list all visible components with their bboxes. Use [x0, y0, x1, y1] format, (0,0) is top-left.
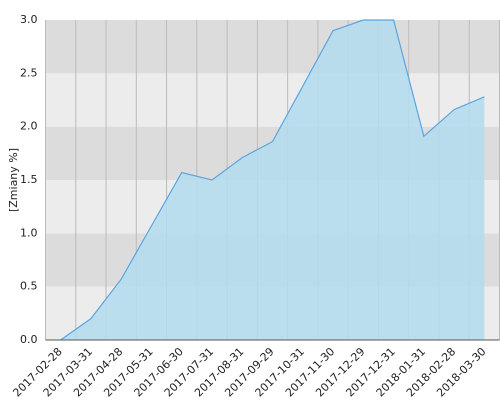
line — [60, 19, 485, 341]
y-tick-label: 0.0 — [20, 333, 38, 346]
y-tick-label: 3.0 — [20, 13, 38, 26]
y-tick-label: 2.0 — [20, 120, 38, 133]
area — [60, 20, 485, 340]
y-tick-label: 1.0 — [20, 226, 38, 239]
grid-band — [45, 20, 500, 74]
y-axis-label: [Zmiany %] — [7, 148, 20, 212]
grid-band — [45, 73, 500, 127]
y-tick-label: 2.5 — [20, 66, 38, 79]
y-tick-label: 1.5 — [20, 173, 38, 186]
y-tick-label: 0.5 — [20, 280, 38, 293]
